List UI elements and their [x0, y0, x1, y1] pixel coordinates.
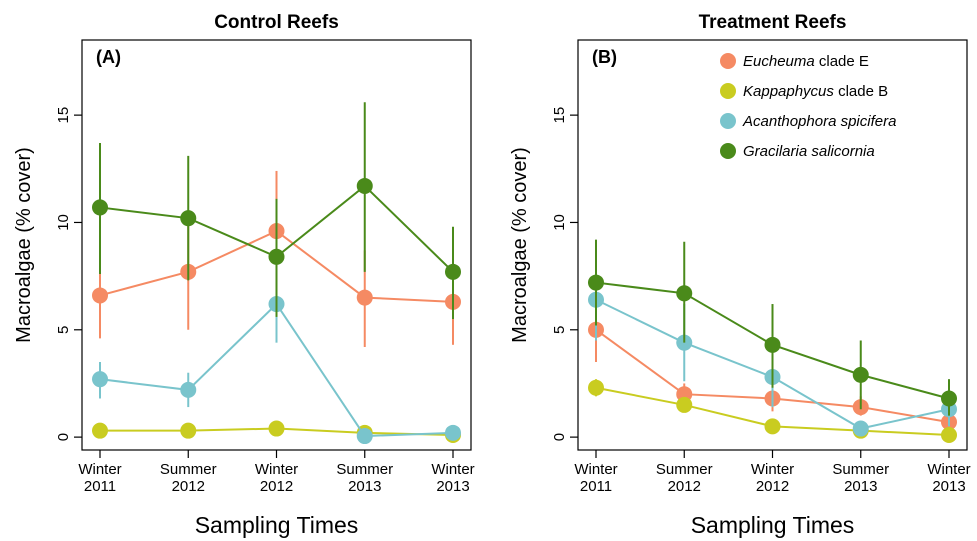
legend-marker — [720, 53, 736, 69]
data-point — [92, 199, 108, 216]
x-tick-label-line: Winter — [255, 461, 298, 478]
x-tick-label-line: Summer — [656, 461, 713, 478]
panel-label: (B) — [592, 47, 617, 67]
x-tick-label-line: Summer — [336, 461, 393, 478]
data-point — [852, 420, 869, 437]
y-tick-label: 5 — [55, 326, 72, 334]
data-point — [268, 420, 285, 437]
legend-label-rest: clade E — [815, 53, 869, 70]
data-point — [445, 263, 461, 280]
legend-label-italic: Eucheuma — [743, 53, 815, 70]
y-axis-label: Macroalgae (% cover) — [509, 147, 531, 343]
x-tick-label-line: Winter — [78, 461, 121, 478]
x-tick-label: Summer 2012 — [160, 461, 217, 495]
x-tick-label-line: 2013 — [348, 478, 381, 495]
x-tick-label-line: 2012 — [756, 478, 789, 495]
y-axis-label: Macroalgae (% cover) — [13, 147, 35, 343]
data-point — [92, 371, 108, 388]
data-point — [676, 396, 693, 413]
data-point — [180, 381, 197, 398]
x-tick-label-line: Winter — [431, 461, 474, 478]
x-tick-label: Winter 2011 — [78, 461, 121, 495]
data-point — [180, 210, 197, 227]
x-tick-label-line: 2013 — [844, 478, 877, 495]
panel-b: Treatment Reefs (B) 0 5 10 15 Macroalgae (% co… — [509, 12, 971, 538]
x-tick-label-line: Winter — [574, 461, 617, 478]
data-point — [356, 177, 373, 194]
data-point — [941, 426, 957, 443]
data-point — [445, 424, 461, 441]
legend-label-italic: Acanthophora spicifera — [742, 113, 896, 130]
x-tick-label-line: Winter — [927, 461, 970, 478]
x-tick-label-line: Summer — [160, 461, 217, 478]
series-gracilaria-salicornia — [92, 102, 461, 320]
data-point — [764, 418, 781, 435]
series-kappaphycus-clade-b — [588, 379, 957, 443]
legend-marker — [720, 113, 736, 129]
panel-a: Control Reefs (A) 0 5 10 15 Macroalgae (% cove… — [13, 12, 475, 538]
series-gracilaria-salicornia — [588, 239, 957, 416]
y-tick-label: 0 — [55, 433, 72, 441]
data-point — [764, 336, 781, 353]
x-axis-label: Sampling Times — [195, 512, 359, 538]
x-tick-label-line: 2012 — [172, 478, 205, 495]
x-tick-label: Winter 2013 — [431, 461, 474, 495]
chart-title: Treatment Reefs — [699, 12, 847, 33]
data-point — [356, 289, 373, 306]
data-point — [941, 390, 957, 407]
legend-marker — [720, 83, 736, 99]
legend-label-italic: Kappaphycus — [743, 83, 834, 100]
data-point — [92, 287, 108, 304]
y-tick-label: 10 — [55, 214, 72, 231]
legend-marker — [720, 143, 736, 159]
y-tick-label: 15 — [551, 107, 568, 124]
data-point — [356, 428, 373, 445]
x-tick-label: Winter 2012 — [255, 461, 298, 495]
x-tick-label-line: Winter — [751, 461, 794, 478]
data-point — [180, 422, 197, 439]
x-tick-label-line: 2011 — [84, 478, 116, 495]
chart-title: Control Reefs — [214, 12, 339, 33]
x-tick-label: Winter 2013 — [927, 461, 970, 495]
x-tick-label-line: Summer — [832, 461, 889, 478]
x-tick-label-line: 2013 — [436, 478, 469, 495]
data-point — [588, 274, 604, 291]
y-tick-label: 10 — [551, 214, 568, 231]
legend-label-rest: clade B — [834, 83, 888, 100]
legend: Eucheuma clade E Kappaphycus clade B Acant… — [720, 53, 896, 160]
y-tick-label: 0 — [551, 433, 568, 441]
legend-label: Acanthophora spicifera — [742, 113, 896, 130]
legend-label-italic: Gracilaria salicornia — [743, 143, 875, 160]
x-tick-label: Winter 2011 — [574, 461, 617, 495]
data-point — [92, 422, 108, 439]
legend-label: Gracilaria salicornia — [743, 143, 875, 160]
data-point — [268, 248, 285, 265]
series-kappaphycus-clade-b — [92, 420, 461, 443]
legend-label: Kappaphycus clade B — [743, 83, 888, 100]
panel-label: (A) — [96, 47, 121, 67]
x-tick-label-line: 2011 — [580, 478, 612, 495]
y-tick-label: 15 — [55, 107, 72, 124]
x-tick-label-line: 2012 — [668, 478, 701, 495]
x-tick-label: Winter 2012 — [751, 461, 794, 495]
x-tick-label: Summer 2013 — [832, 461, 889, 495]
legend-label: Eucheuma clade E — [743, 53, 869, 70]
y-tick-label: 5 — [551, 326, 568, 334]
x-tick-label: Summer 2013 — [336, 461, 393, 495]
x-tick-label: Summer 2012 — [656, 461, 713, 495]
x-tick-label-line: 2013 — [932, 478, 965, 495]
data-point — [852, 366, 869, 383]
data-point — [588, 379, 604, 396]
x-tick-label-line: 2012 — [260, 478, 293, 495]
x-axis-label: Sampling Times — [691, 512, 855, 538]
data-point — [676, 285, 693, 302]
